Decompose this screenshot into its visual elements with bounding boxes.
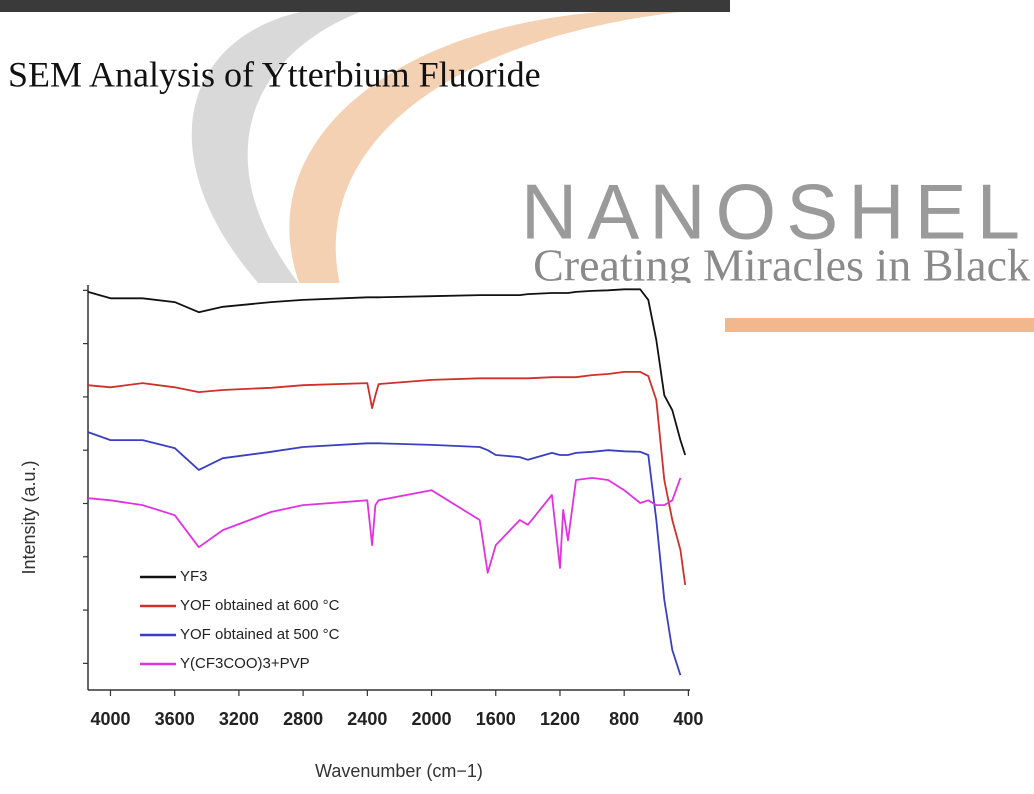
x-tick-label: 1600	[476, 709, 516, 729]
legend-label: YF3	[180, 568, 208, 585]
x-tick-label: 4000	[90, 709, 130, 729]
x-axis-label: Wavenumber (cm−1)	[315, 761, 483, 781]
x-tick-label: 1200	[540, 709, 580, 729]
x-tick-label: 2800	[283, 709, 323, 729]
page-heading: SEM Analysis of Ytterbium Fluoride	[8, 54, 541, 94]
x-tick-label: 800	[609, 709, 639, 729]
x-tick-label: 2400	[347, 709, 387, 729]
sem-image-edge	[0, 0, 730, 12]
y-axis-label: Intensity (a.u.)	[19, 460, 39, 574]
page: SEM Analysis of Ytterbium Fluoride NANOS…	[0, 0, 1034, 794]
logo-bar	[700, 318, 1034, 332]
x-tick-label: 3200	[219, 709, 259, 729]
x-tick-label: 2000	[412, 709, 452, 729]
x-tick-label: 400	[673, 709, 703, 729]
legend-label: YOF obtained at 600 °C	[180, 597, 340, 614]
watermark-tagline: Creating Miracles in Black	[533, 240, 1030, 291]
legend-label: Y(CF3COO)3+PVP	[180, 655, 310, 672]
x-tick-label: 3600	[155, 709, 195, 729]
legend-label: YOF obtained at 500 °C	[180, 626, 340, 643]
